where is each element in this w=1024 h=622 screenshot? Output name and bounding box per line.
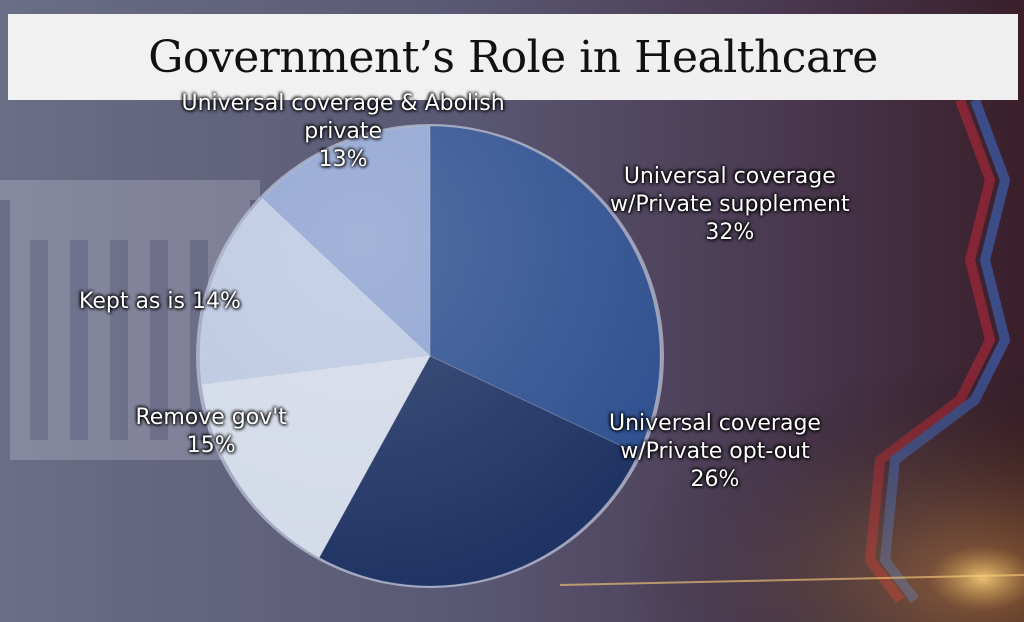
slice-label-line: Kept as is 14% [79,289,241,314]
slice-label-line: Universal coverage [623,164,836,189]
slice-label-line: Universal coverage [609,411,821,436]
slice-value-label: 13% [318,147,368,172]
pie-highlight [200,126,660,586]
slice-label-line: private [304,119,382,144]
slice-value-label: 15% [186,433,236,458]
slice-label: Universal coverage w/Private supplement 32… [610,163,850,247]
slice-label-line: Remove gov't [135,405,287,430]
slice-value-label: 32% [705,220,755,245]
slice-label: Remove gov't 15% [136,404,287,460]
slice-value-label: 26% [690,467,740,492]
slice-label-line: w/Private supplement [610,192,850,217]
slice-label: Kept as is 14% [79,288,241,316]
slice-label-line: Universal coverage & Abolish [181,91,505,116]
slice-label-line: w/Private opt-out [620,439,810,464]
title-bar: Government’s Role in Healthcare [8,14,1018,100]
slice-label: Universal coverage & Abolish private 13% [182,90,505,174]
chart-title: Government’s Role in Healthcare [148,31,878,83]
slice-label: Universal coverage w/Private opt-out 26% [609,410,821,494]
